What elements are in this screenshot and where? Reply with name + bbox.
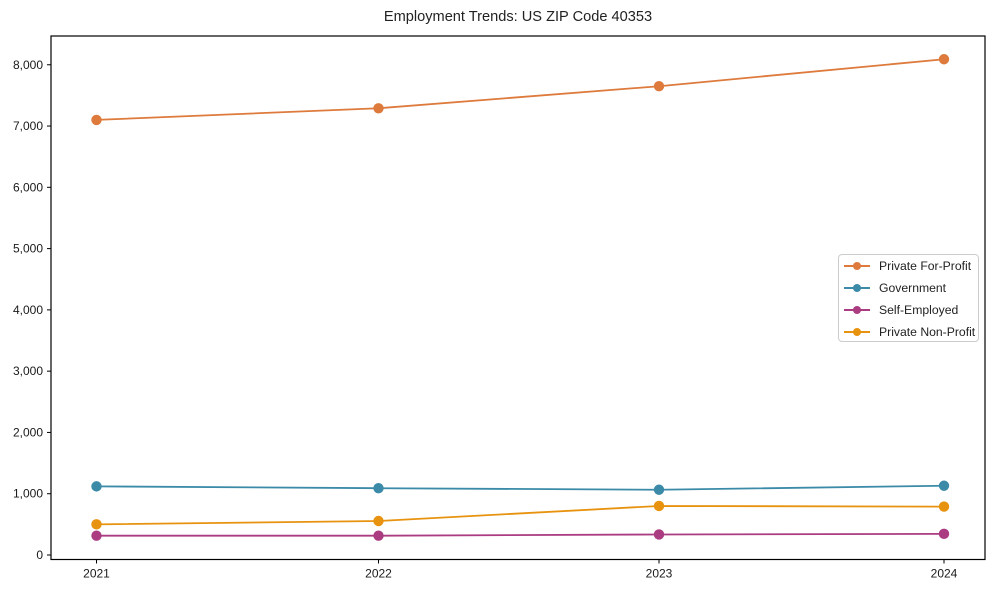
svg-text:4,000: 4,000 xyxy=(13,303,43,317)
svg-text:5,000: 5,000 xyxy=(13,242,43,256)
svg-text:1,000: 1,000 xyxy=(13,487,43,501)
svg-text:0: 0 xyxy=(36,548,43,562)
svg-text:8,000: 8,000 xyxy=(13,58,43,72)
svg-text:2024: 2024 xyxy=(931,567,958,581)
svg-text:7,000: 7,000 xyxy=(13,119,43,133)
svg-text:6,000: 6,000 xyxy=(13,180,43,194)
svg-text:2,000: 2,000 xyxy=(13,425,43,439)
svg-text:2021: 2021 xyxy=(83,567,110,581)
svg-text:2023: 2023 xyxy=(646,567,673,581)
svg-text:3,000: 3,000 xyxy=(13,364,43,378)
svg-text:2022: 2022 xyxy=(365,567,392,581)
